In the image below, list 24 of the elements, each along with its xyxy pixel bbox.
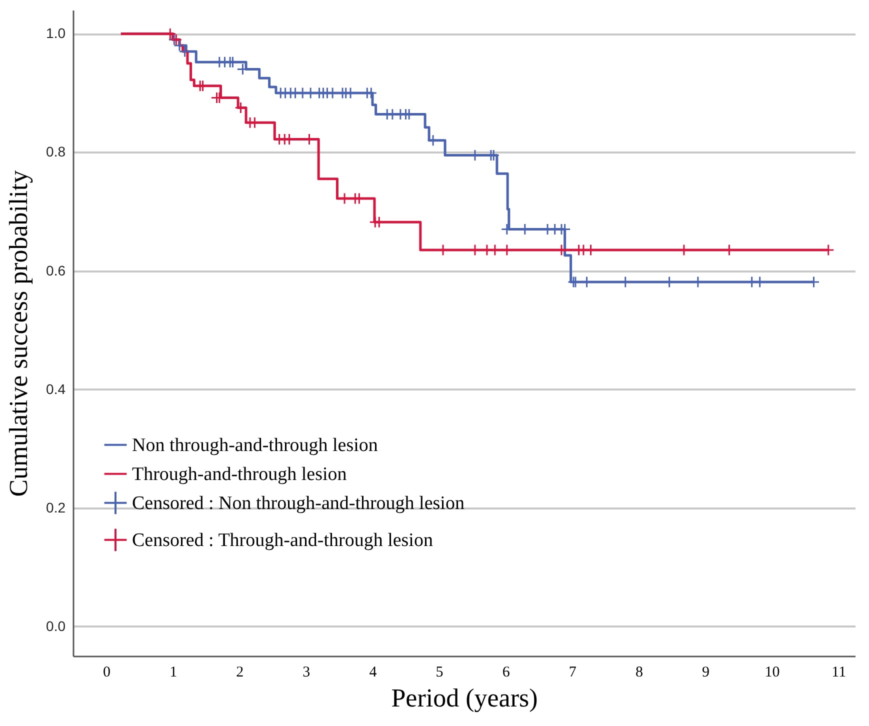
x-tick-label: 8 [635, 664, 643, 680]
x-axis-title: Period (years) [391, 684, 538, 712]
x-tick-label: 11 [832, 664, 846, 680]
y-axis-title: Cumulative success probability [4, 170, 34, 497]
x-tick-label: 7 [568, 664, 577, 680]
x-tick-label: 3 [302, 664, 310, 680]
x-tick-label: 9 [702, 664, 710, 680]
legend-label: Non through-and-through lesion [132, 434, 378, 456]
y-tick-label: 0.2 [46, 499, 66, 516]
x-tick-label: 0 [103, 664, 111, 680]
y-tick-label: 0.0 [46, 618, 66, 634]
x-tick-label: 6 [502, 664, 510, 680]
legend-label: Censored : Non through-and-through lesion [132, 492, 465, 514]
x-tick-label: 10 [764, 664, 780, 680]
x-tick-label: 1 [170, 664, 178, 680]
x-tick-label: 4 [369, 664, 378, 680]
legend-label: Through-and-through lesion [132, 464, 348, 485]
x-tick-label: 2 [236, 664, 244, 680]
y-tick-label: 1.0 [46, 25, 66, 42]
x-tick-label: 5 [436, 664, 444, 680]
y-tick-label: 0.8 [46, 144, 66, 160]
y-tick-label: 0.4 [46, 380, 66, 397]
y-tick-label: 0.6 [46, 262, 66, 278]
legend-label: Censored : Through-and-through lesion [132, 530, 434, 551]
